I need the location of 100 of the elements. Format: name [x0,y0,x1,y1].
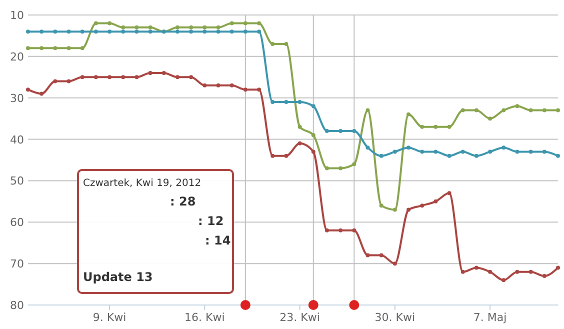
point [40,92,44,96]
point [392,262,397,266]
point [40,30,44,34]
point [66,46,71,50]
point [53,79,58,84]
point [148,25,152,30]
point [230,21,234,26]
point [134,75,139,80]
point [121,25,126,30]
point [515,150,520,154]
point [134,25,139,30]
point [284,42,288,46]
point [542,108,546,112]
point [406,112,411,116]
point [420,150,424,154]
point [324,129,329,133]
point [270,100,275,104]
y-tick-label: 40 [10,133,24,146]
point [379,204,384,208]
point [189,30,194,34]
point [447,124,452,129]
point [420,204,424,208]
point [392,150,397,154]
point [379,253,384,258]
point [366,108,370,112]
point [352,228,356,232]
point [26,30,30,34]
point [216,30,220,34]
point [148,30,152,34]
x-tick-label: 23. Kwi [280,311,320,324]
y-tick-label: 80 [10,299,24,312]
y-tick-label: 20 [10,50,24,64]
point [216,25,220,30]
point [338,166,343,170]
point [515,270,520,274]
point [420,124,424,129]
point [257,30,262,34]
point [80,46,84,50]
point [528,150,533,154]
point [243,30,248,34]
point [460,270,465,274]
point [94,75,98,80]
point [284,100,288,104]
point [298,124,302,129]
y-tick-label: 30 [10,92,24,105]
point [230,30,234,34]
point [148,71,152,75]
point [460,108,465,112]
point [556,266,560,270]
point [311,133,316,138]
point [392,208,397,212]
point [257,21,262,26]
point [66,30,71,34]
point [108,30,112,34]
y-tick-label: 10 [10,9,24,22]
point [434,199,438,204]
point [352,129,356,133]
point [175,75,180,80]
point [488,116,492,121]
point [474,266,478,270]
point [406,208,411,212]
point [189,25,194,30]
point [502,278,506,282]
point [488,270,492,274]
point [202,30,207,34]
x-tick-label: 7. Maj [473,311,507,324]
point [366,253,370,258]
point [202,83,207,88]
point [175,25,180,30]
point [308,300,318,310]
point [243,21,248,26]
point [53,30,58,34]
point [474,108,478,112]
point [434,150,438,154]
point [502,108,506,112]
x-tick-label: 9. Kwi [92,311,126,324]
point [40,46,44,50]
point [189,75,194,80]
point [108,75,112,80]
point [216,83,220,88]
point [202,25,207,30]
point [108,21,112,26]
point [230,83,234,88]
y-tick-label: 60 [10,216,24,230]
point [324,166,329,170]
point [121,30,126,34]
point [175,30,180,34]
point [447,154,452,158]
point [528,270,533,274]
point [488,150,492,154]
point [270,154,275,158]
point [162,71,166,75]
point [121,75,126,80]
point [474,154,478,158]
point [298,141,302,146]
point [298,100,302,104]
annotation: Update 13 [83,270,153,284]
point [542,274,546,278]
point [447,191,452,196]
point [406,146,411,150]
